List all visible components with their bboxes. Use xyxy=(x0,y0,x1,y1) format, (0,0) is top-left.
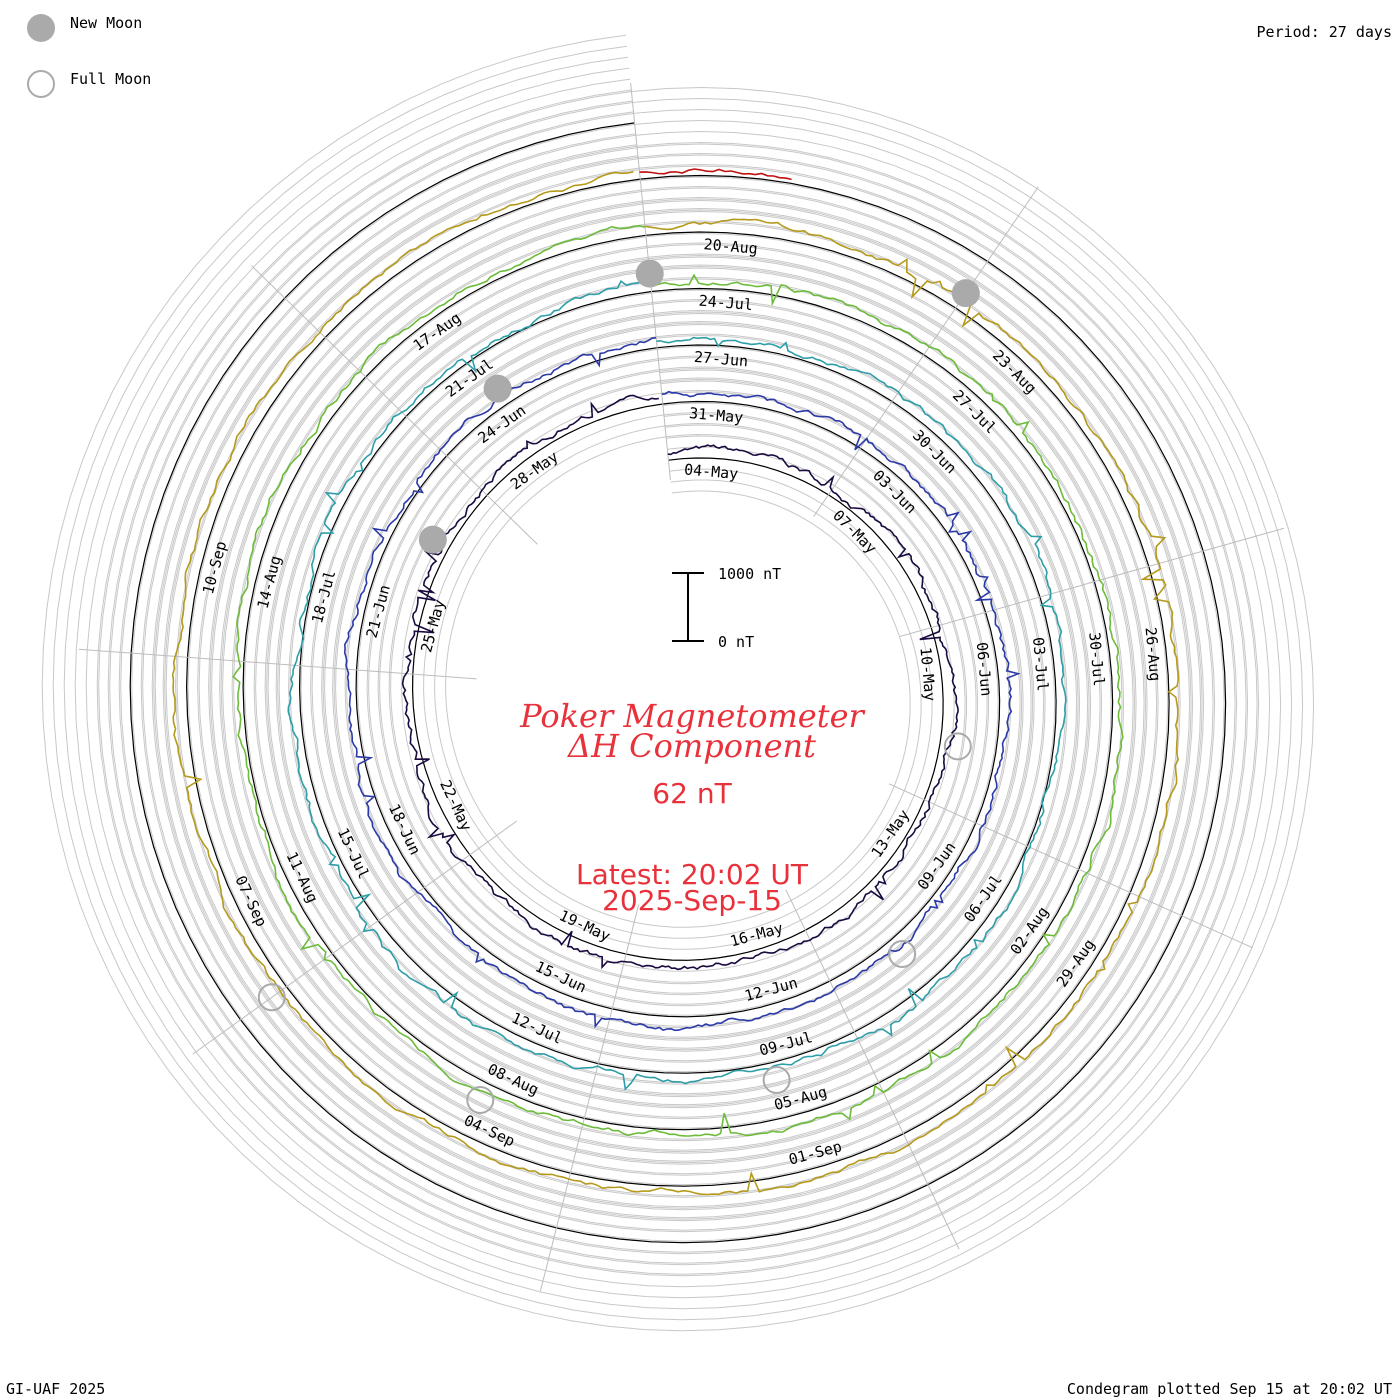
chart-subtitle: ΔH Component xyxy=(566,727,816,765)
period-label: Period: 27 days xyxy=(1256,23,1392,41)
date-label: 31-May xyxy=(688,404,744,427)
date-label: 10-May xyxy=(916,646,939,702)
date-label: 16-May xyxy=(728,919,785,950)
day-radial-line xyxy=(785,889,960,1250)
new-moon-legend-icon xyxy=(27,14,55,42)
day-radial-line xyxy=(899,527,1285,637)
day-radial-line xyxy=(888,783,1253,949)
date-label: 25-May xyxy=(417,597,448,654)
day-radial-line xyxy=(251,265,538,545)
date-label: 20-Aug xyxy=(703,235,759,258)
day-radial-line xyxy=(539,904,640,1292)
new-moon-marker xyxy=(635,259,664,288)
date-label: 13-May xyxy=(868,806,914,861)
current-value: 62 nT xyxy=(652,777,732,810)
latest-time: Latest: 20:02 UT xyxy=(576,858,809,891)
full-moon-marker xyxy=(257,983,286,1012)
full-moon-marker xyxy=(943,732,972,761)
date-label: 27-Jun xyxy=(693,348,749,371)
series-line-3 xyxy=(287,279,1067,1091)
scale-bottom-label: 0 nT xyxy=(718,633,754,651)
latest-date: 2025-Sep-15 xyxy=(602,884,782,917)
date-label: 24-Jul xyxy=(698,292,754,315)
full-moon-legend-label: Full Moon xyxy=(70,70,152,88)
moon-markers xyxy=(257,259,980,1114)
guide-spiral xyxy=(52,45,1304,1321)
series-line-6 xyxy=(639,168,792,181)
full-moon-marker xyxy=(466,1085,495,1114)
full-moon-marker xyxy=(888,939,917,968)
date-label: 06-Jun xyxy=(973,641,996,697)
date-label: 14-Aug xyxy=(254,554,285,611)
series-line-5 xyxy=(171,171,1179,1196)
date-label: 22-May xyxy=(436,777,475,834)
date-label: 21-Jun xyxy=(363,583,394,640)
new-moon-marker xyxy=(483,374,512,403)
credit-label: GI-UAF 2025 xyxy=(6,1380,106,1398)
series-traces xyxy=(171,168,1179,1196)
new-moon-marker xyxy=(951,279,980,308)
date-label: 10-Sep xyxy=(199,539,230,596)
date-label: 18-Jun xyxy=(385,801,424,858)
day-radial-line xyxy=(78,648,477,680)
date-label: 30-Jul xyxy=(1085,631,1108,687)
date-label: 26-Aug xyxy=(1142,626,1165,682)
series-line-1 xyxy=(401,394,959,971)
plotted-label: Condegram plotted Sep 15 at 20:02 UT xyxy=(1066,1380,1392,1398)
full-moon-legend-icon xyxy=(27,70,55,98)
series-line-2 xyxy=(343,336,1021,1032)
new-moon-legend-label: New Moon xyxy=(70,14,143,32)
day-radial-line xyxy=(813,186,1039,517)
series-line-4 xyxy=(232,224,1124,1137)
chart-title: Poker Magnetometer xyxy=(519,697,865,735)
new-moon-marker xyxy=(418,525,447,554)
scale-bar: 1000 nT 0 nT xyxy=(672,565,781,651)
date-label: 12-Jun xyxy=(743,974,800,1005)
date-label: 04-May xyxy=(683,460,739,483)
spiral-grid xyxy=(41,34,1315,1332)
date-label: 03-Jul xyxy=(1029,636,1052,692)
full-moon-marker xyxy=(762,1066,791,1095)
scale-top-label: 1000 nT xyxy=(718,565,781,583)
